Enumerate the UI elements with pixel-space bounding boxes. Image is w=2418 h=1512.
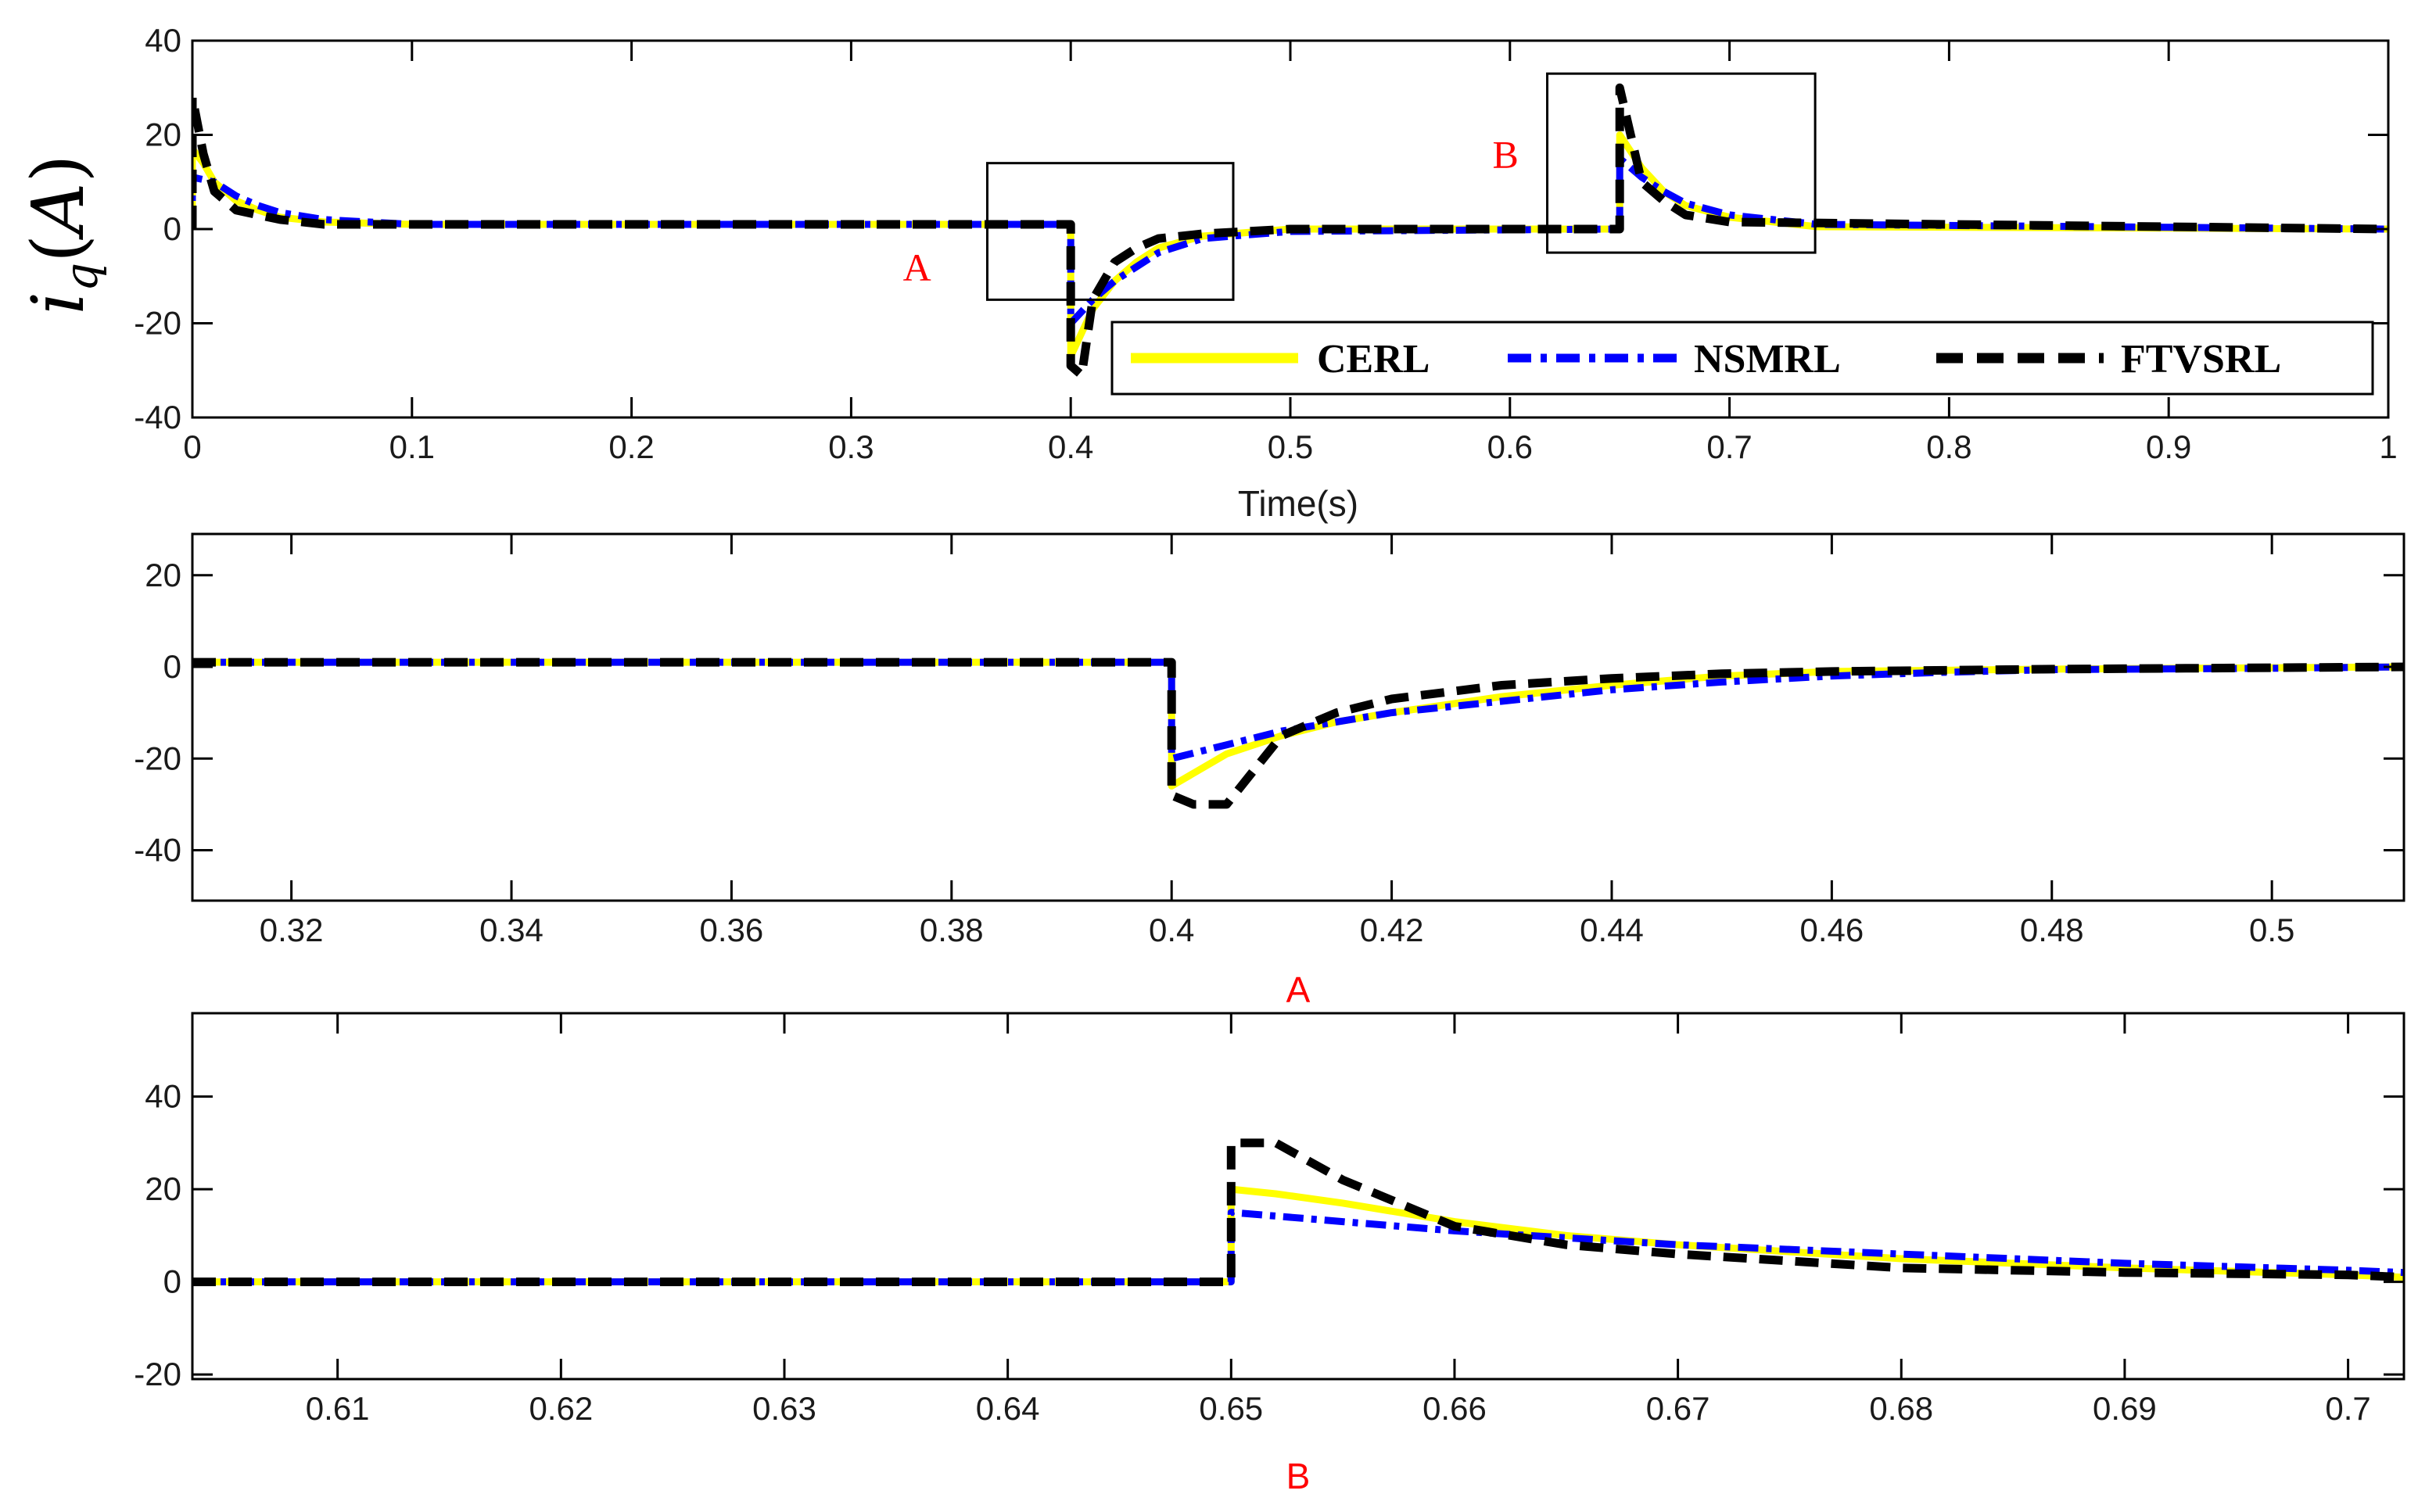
y-tick-label: 20 <box>145 116 181 153</box>
x-tick-label: 0.4 <box>1149 912 1194 948</box>
annotation-b: B <box>1493 133 1519 177</box>
x-tick-label: 0.7 <box>1706 428 1752 465</box>
x-tick-label: 0.1 <box>389 428 435 465</box>
series-nsmrl <box>192 1209 2404 1286</box>
y-tick-label: 20 <box>145 557 181 593</box>
main-y-axis: -40 -20 0 20 40 <box>134 22 2388 435</box>
x-tick-label: 0.61 <box>306 1390 370 1427</box>
legend-label-cerl: CERL <box>1317 337 1430 382</box>
x-tick-label: 0.2 <box>608 428 654 465</box>
series-ftvsrl <box>192 1138 2404 1287</box>
x-tick-label: 0.36 <box>700 912 764 948</box>
main-x-axis: 0 0.1 0.2 0.3 0.4 0.5 0.6 0.7 0.8 0.9 1 <box>183 41 2398 465</box>
series-cerl <box>192 1185 2404 1286</box>
zoom-b-y-axis: -20 0 20 40 <box>134 1078 2404 1392</box>
x-tick-label: 0.5 <box>1268 428 1313 465</box>
zoom-box-b <box>1546 72 1817 254</box>
zoom-b-series-group <box>192 1138 2404 1287</box>
annotation-a: A <box>903 245 931 289</box>
x-tick-label: 0.67 <box>1646 1390 1710 1427</box>
legend: CERL NSMRL FTVSRL <box>1110 321 2374 396</box>
zoom-a-x-axis: 0.32 0.34 0.36 0.38 0.4 0.42 0.44 0.46 0.48 0.5 <box>260 534 2294 948</box>
x-tick-label: 0.65 <box>1199 1390 1263 1427</box>
y-tick-label: 0 <box>163 648 181 685</box>
zoom-a-plot-frame <box>191 532 2405 902</box>
x-tick-label: 0.69 <box>2093 1390 2157 1427</box>
x-tick-label: 0.42 <box>1360 912 1424 948</box>
zoom-b-chart-panel: 0.61 0.62 0.63 0.64 0.65 0.66 0.67 0.68 0.69 0.7 … <box>134 1012 2405 1496</box>
x-tick-label: 0.8 <box>1926 428 1971 465</box>
y-axis-lparen: ( <box>16 235 100 263</box>
zoom-b-x-axis: 0.61 0.62 0.63 0.64 0.65 0.66 0.67 0.68 0.69 0.7 <box>306 1013 2371 1427</box>
zoom-a-chart-panel: 0.32 0.34 0.36 0.38 0.4 0.42 0.44 0.46 0.48 0.5 -… <box>134 532 2405 1010</box>
x-tick-label: 0.3 <box>828 428 874 465</box>
zoom-a-series-group <box>192 657 2404 809</box>
y-tick-label: -40 <box>134 399 181 435</box>
series-cerl <box>192 131 2388 360</box>
main-zoom-boxes <box>985 72 1817 301</box>
x-tick-label: 0.9 <box>2146 428 2191 465</box>
main-series-group <box>192 83 2388 380</box>
x-tick-label: 0.38 <box>920 912 984 948</box>
y-axis-subscript: q <box>55 263 108 292</box>
series-nsmrl <box>192 155 2388 327</box>
y-tick-label: 0 <box>163 210 181 247</box>
y-tick-label: 40 <box>145 22 181 59</box>
y-tick-label: -20 <box>134 305 181 342</box>
zoom-box-a <box>985 162 1235 301</box>
y-tick-label: 40 <box>145 1078 181 1115</box>
zoom-a-y-axis: -40 -20 0 20 <box>134 557 2404 869</box>
x-tick-label: 0.32 <box>260 912 324 948</box>
legend-label-nsmrl: NSMRL <box>1694 337 1841 382</box>
y-axis-unit: A <box>16 182 100 240</box>
zoom-b-plot-frame <box>191 1012 2405 1381</box>
x-tick-label: 0.44 <box>1580 912 1644 948</box>
y-tick-label: -40 <box>134 832 181 869</box>
y-tick-label: -20 <box>134 740 181 776</box>
legend-frame <box>1110 321 2374 396</box>
x-tick-label: 0.48 <box>2020 912 2084 948</box>
series-ftvsrl <box>192 83 2388 380</box>
y-tick-label: -20 <box>134 1356 181 1392</box>
zoom-a-label: A <box>1286 969 1311 1010</box>
x-tick-label: 0.34 <box>479 912 544 948</box>
zoom-b-label: B <box>1286 1456 1311 1496</box>
legend-label-ftvsrl: FTVSRL <box>2121 337 2281 382</box>
x-tick-label: 0.4 <box>1048 428 1093 465</box>
x-tick-label: 0.64 <box>976 1390 1040 1427</box>
y-tick-label: 20 <box>145 1170 181 1207</box>
main-chart-panel: 0 0.1 0.2 0.3 0.4 0.5 0.6 0.7 0.8 0.9 1 -40 -20 0 20 4… <box>16 22 2398 524</box>
y-axis-symbol: i <box>16 292 100 314</box>
x-tick-label: 0.5 <box>2249 912 2294 948</box>
x-tick-label: 1 <box>2379 428 2397 465</box>
x-tick-label: 0.63 <box>752 1390 816 1427</box>
x-tick-label: 0.68 <box>1869 1390 1933 1427</box>
x-tick-label: 0.62 <box>529 1390 593 1427</box>
main-y-axis-title: iq(A) <box>16 155 108 315</box>
x-tick-label: 0.46 <box>1800 912 1864 948</box>
x-tick-label: 0 <box>183 428 201 465</box>
main-x-axis-title: Time(s) <box>1238 483 1358 524</box>
x-tick-label: 0.6 <box>1487 428 1533 465</box>
x-tick-label: 0.7 <box>2325 1390 2370 1427</box>
y-tick-label: 0 <box>163 1263 181 1300</box>
series-ftvsrl <box>192 657 2404 809</box>
series-nsmrl <box>192 658 2404 762</box>
x-tick-label: 0.66 <box>1422 1390 1487 1427</box>
y-axis-rparen: ) <box>16 155 100 183</box>
